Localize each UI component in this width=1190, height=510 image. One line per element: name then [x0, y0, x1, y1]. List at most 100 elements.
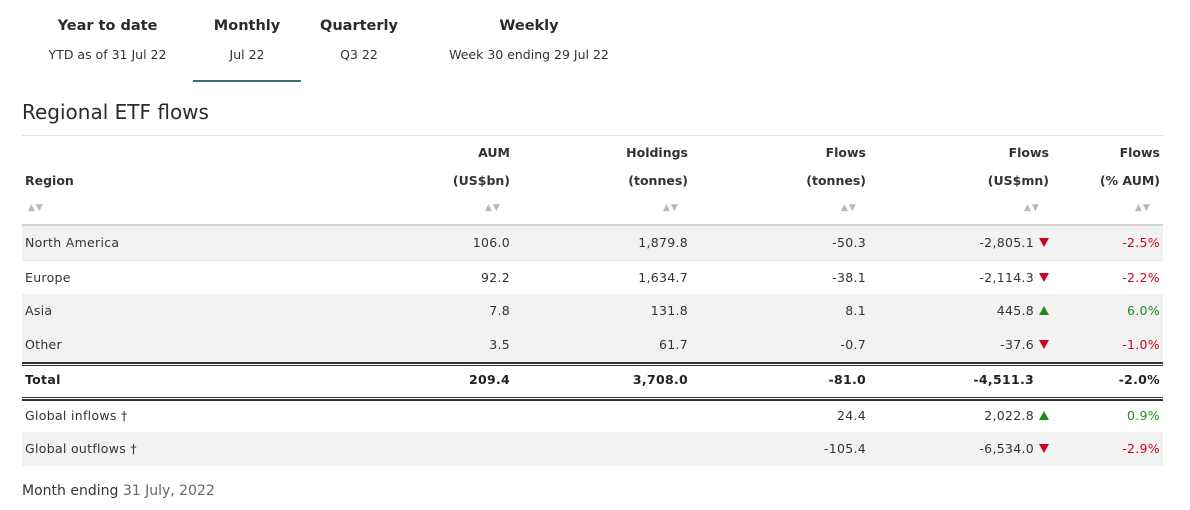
region-cell: North America — [25, 235, 120, 250]
flows-pct-cell: -2.2% — [1122, 270, 1160, 285]
trend-down-icon — [1039, 444, 1049, 453]
flows-pct-cell: -1.0% — [1122, 337, 1160, 352]
total-flows-usd-value: -4,511.3 — [973, 372, 1034, 387]
flows-usd-cell: 2,022.8 — [909, 399, 1049, 433]
flows-usd-cell: -6,534.0 — [909, 432, 1049, 466]
sort-aum-icon[interactable]: ▲▼ — [485, 203, 501, 213]
table-row: Global outflows † -105.4 -6,534.0 -2.9% — [22, 432, 1163, 466]
tab-title: Quarterly — [320, 18, 398, 34]
table-row: Other 3.5 61.7 -0.7 -37.6 -1.0% — [22, 328, 1163, 362]
region-cell: Asia — [25, 303, 53, 318]
row-divider — [22, 260, 1163, 261]
flows-usd-value: 445.8 — [996, 303, 1034, 318]
aum-cell: 7.8 — [489, 303, 510, 318]
header-flows-pct: Flows — [1119, 145, 1160, 160]
tab-subtitle: Q3 22 — [340, 47, 378, 62]
aum-cell: 106.0 — [472, 235, 510, 250]
footnote-date: 31 July, 2022 — [122, 483, 215, 499]
holdings-cell: 1,879.8 — [638, 235, 688, 250]
tab-weekly[interactable]: Weekly Week 30 ending 29 Jul 22 — [428, 0, 630, 84]
total-rule-bottom — [22, 399, 1163, 401]
header-holdings: Holdings — [626, 145, 688, 160]
flows-usd-cell: 445.8 — [909, 294, 1049, 328]
tab-subtitle: Jul 22 — [229, 47, 265, 62]
table-row: Global inflows † 24.4 2,022.8 0.9% — [22, 399, 1163, 433]
flows-usd-cell: -37.6 — [909, 328, 1049, 362]
total-rule-bottom-inner — [22, 397, 1163, 398]
flows-usd-value: -2,114.3 — [979, 270, 1034, 285]
table-row: Europe 92.2 1,634.7 -38.1 -2,114.3 -2.2% — [22, 261, 1163, 295]
holdings-cell: 131.8 — [650, 303, 688, 318]
flows-tonnes-cell: -105.4 — [823, 441, 866, 456]
total-row: Total 209.4 3,708.0 -81.0 -4,511.3 -2.0% — [22, 363, 1163, 397]
flows-tonnes-cell: 24.4 — [836, 408, 866, 423]
flows-tonnes-cell: -0.7 — [840, 337, 866, 352]
holdings-cell: 1,634.7 — [638, 270, 688, 285]
header-flows-tonnes: Flows — [825, 145, 866, 160]
flows-pct-cell: 6.0% — [1127, 303, 1160, 318]
sort-region-icon[interactable]: ▲▼ — [28, 203, 44, 213]
trend-down-icon — [1039, 340, 1049, 349]
header-region: Region — [25, 173, 74, 188]
flows-usd-value: -2,805.1 — [979, 235, 1034, 250]
trend-up-icon — [1039, 411, 1049, 420]
total-flows-usd: -4,511.3 — [909, 363, 1049, 397]
flows-tonnes-cell: -50.3 — [832, 235, 866, 250]
header-rule — [22, 224, 1163, 226]
region-cell: Global outflows † — [25, 441, 137, 456]
region-cell: Global inflows † — [25, 408, 128, 423]
holdings-cell: 61.7 — [658, 337, 688, 352]
flows-pct-cell: -2.5% — [1122, 235, 1160, 250]
active-tab-indicator — [193, 80, 301, 82]
trend-down-icon — [1039, 273, 1049, 282]
flows-tonnes-cell: 8.1 — [845, 303, 866, 318]
sort-flows-pct-icon[interactable]: ▲▼ — [1135, 203, 1151, 213]
flows-usd-value: -6,534.0 — [979, 441, 1034, 456]
total-rule-top — [22, 362, 1163, 364]
total-flows-tonnes: -81.0 — [828, 372, 866, 387]
header-flows-usd-unit: (US$mn) — [987, 173, 1049, 188]
flows-pct-cell: -2.9% — [1122, 441, 1160, 456]
region-cell: Europe — [25, 270, 71, 285]
tab-subtitle: YTD as of 31 Jul 22 — [48, 47, 167, 62]
period-tabs: Year to date YTD as of 31 Jul 22 Monthly… — [0, 0, 1190, 84]
tab-title: Monthly — [213, 18, 281, 34]
header-aum: AUM — [478, 145, 510, 160]
header-flows-tonnes-unit: (tonnes) — [806, 173, 866, 188]
sort-flows-usd-icon[interactable]: ▲▼ — [1024, 203, 1040, 213]
tab-title: Year to date — [57, 18, 158, 34]
table-row: Asia 7.8 131.8 8.1 445.8 6.0% — [22, 294, 1163, 328]
flows-pct-cell: 0.9% — [1127, 408, 1160, 423]
total-holdings: 3,708.0 — [632, 372, 688, 387]
total-rule-top-inner — [22, 365, 1163, 366]
header-flows-pct-unit: (% AUM) — [1099, 173, 1160, 188]
flows-usd-value: 2,022.8 — [984, 408, 1034, 423]
tab-subtitle: Week 30 ending 29 Jul 22 — [449, 47, 609, 62]
aum-cell: 92.2 — [480, 270, 510, 285]
sort-flows-tonnes-icon[interactable]: ▲▼ — [841, 203, 857, 213]
tab-title: Weekly — [499, 18, 559, 34]
flows-usd-cell: -2,805.1 — [909, 226, 1049, 260]
sort-holdings-icon[interactable]: ▲▼ — [663, 203, 679, 213]
flows-tonnes-cell: -38.1 — [832, 270, 866, 285]
footnote-label: Month ending — [22, 483, 119, 499]
section-title: Regional ETF flows — [22, 100, 209, 124]
region-cell: Other — [25, 337, 62, 352]
tab-quarterly[interactable]: Quarterly Q3 22 — [309, 0, 409, 84]
header-flows-usd: Flows — [1008, 145, 1049, 160]
table-footnote: Month ending 31 July, 2022 — [22, 483, 215, 499]
header-aum-unit: (US$bn) — [452, 173, 510, 188]
total-label: Total — [25, 372, 61, 387]
tab-monthly[interactable]: Monthly Jul 22 — [193, 0, 301, 84]
flows-usd-value: -37.6 — [1000, 337, 1034, 352]
table-row: North America 106.0 1,879.8 -50.3 -2,805… — [22, 226, 1163, 260]
trend-up-icon — [1039, 306, 1049, 315]
tab-year-to-date[interactable]: Year to date YTD as of 31 Jul 22 — [30, 0, 185, 84]
table-top-rule — [22, 135, 1163, 136]
aum-cell: 3.5 — [489, 337, 510, 352]
trend-down-icon — [1039, 238, 1049, 247]
total-flows-pct: -2.0% — [1118, 372, 1160, 387]
total-aum: 209.4 — [468, 372, 510, 387]
header-holdings-unit: (tonnes) — [628, 173, 688, 188]
flows-usd-cell: -2,114.3 — [909, 261, 1049, 295]
